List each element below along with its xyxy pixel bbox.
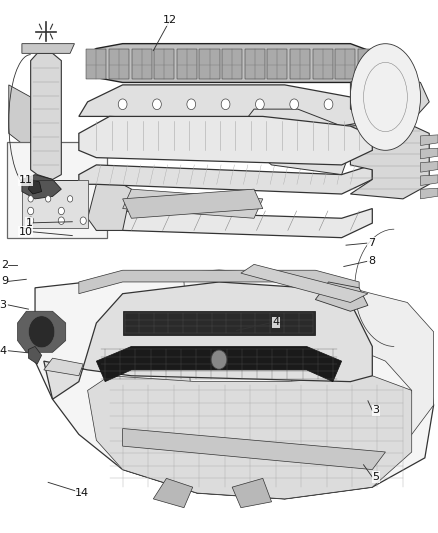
Text: 7: 7 xyxy=(368,238,375,248)
Polygon shape xyxy=(123,189,263,219)
Polygon shape xyxy=(28,346,42,364)
Bar xyxy=(199,49,219,79)
Polygon shape xyxy=(96,208,372,238)
Polygon shape xyxy=(232,479,272,507)
Polygon shape xyxy=(88,180,131,230)
Circle shape xyxy=(324,99,333,110)
Circle shape xyxy=(152,99,161,110)
Polygon shape xyxy=(153,479,193,507)
Circle shape xyxy=(255,99,264,110)
Text: 1: 1 xyxy=(26,218,33,228)
FancyBboxPatch shape xyxy=(7,142,107,238)
Polygon shape xyxy=(350,288,434,458)
Text: 3: 3 xyxy=(372,406,379,415)
Bar xyxy=(177,49,197,79)
Text: 4: 4 xyxy=(272,318,279,327)
Polygon shape xyxy=(35,270,434,499)
Polygon shape xyxy=(79,85,368,126)
Bar xyxy=(290,49,310,79)
Polygon shape xyxy=(350,72,429,121)
Polygon shape xyxy=(28,180,42,194)
Polygon shape xyxy=(79,270,359,294)
Circle shape xyxy=(187,99,196,110)
Polygon shape xyxy=(44,358,83,376)
Circle shape xyxy=(58,207,64,215)
Text: 14: 14 xyxy=(75,488,89,498)
Bar xyxy=(335,49,355,79)
Polygon shape xyxy=(22,175,61,199)
Polygon shape xyxy=(88,376,412,499)
Polygon shape xyxy=(9,85,31,150)
Bar xyxy=(109,49,129,79)
Polygon shape xyxy=(315,282,368,311)
Bar xyxy=(222,49,242,79)
Polygon shape xyxy=(350,121,429,199)
Polygon shape xyxy=(79,165,372,194)
Polygon shape xyxy=(22,44,74,53)
Text: 5: 5 xyxy=(372,472,379,482)
Polygon shape xyxy=(241,109,350,175)
Polygon shape xyxy=(123,311,315,335)
Circle shape xyxy=(211,350,227,369)
Text: 10: 10 xyxy=(19,227,33,237)
Circle shape xyxy=(290,99,299,110)
Circle shape xyxy=(28,217,34,224)
Polygon shape xyxy=(123,189,263,219)
Text: 11: 11 xyxy=(19,175,33,185)
Circle shape xyxy=(46,196,51,202)
Text: 12: 12 xyxy=(163,15,177,25)
Polygon shape xyxy=(420,175,438,185)
Circle shape xyxy=(221,99,230,110)
Circle shape xyxy=(28,196,33,202)
Circle shape xyxy=(67,196,73,202)
Circle shape xyxy=(28,207,34,215)
Bar xyxy=(358,49,378,79)
Ellipse shape xyxy=(350,44,420,150)
Polygon shape xyxy=(420,135,438,146)
Bar xyxy=(22,180,88,228)
Text: 9: 9 xyxy=(1,277,8,286)
Polygon shape xyxy=(420,188,438,199)
Text: 14: 14 xyxy=(0,346,8,356)
Bar xyxy=(154,49,174,79)
Circle shape xyxy=(80,217,86,224)
Bar xyxy=(313,49,333,79)
Circle shape xyxy=(58,217,64,224)
Polygon shape xyxy=(44,282,372,399)
Bar xyxy=(86,49,106,79)
Polygon shape xyxy=(123,429,385,470)
Circle shape xyxy=(118,99,127,110)
Polygon shape xyxy=(96,346,342,382)
Polygon shape xyxy=(420,161,438,172)
Bar xyxy=(267,49,287,79)
Bar xyxy=(245,49,265,79)
Polygon shape xyxy=(31,53,61,180)
Text: 2: 2 xyxy=(1,261,8,270)
Circle shape xyxy=(28,316,55,348)
Polygon shape xyxy=(241,264,368,302)
Polygon shape xyxy=(18,311,66,352)
Text: 13: 13 xyxy=(0,300,8,310)
Polygon shape xyxy=(88,44,377,83)
Text: 8: 8 xyxy=(368,256,375,266)
Bar xyxy=(131,49,152,79)
Polygon shape xyxy=(79,116,372,165)
Polygon shape xyxy=(420,148,438,159)
